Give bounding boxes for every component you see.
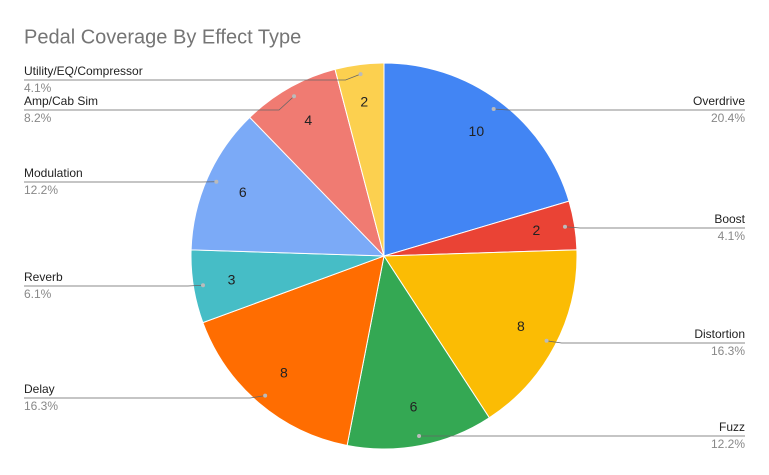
- pie-slice: [249, 68, 385, 258]
- slice-label: 4: [304, 112, 312, 128]
- percent-label: 16.3%: [711, 344, 745, 358]
- pie-slice: [334, 62, 385, 257]
- percent-label: 20.4%: [711, 111, 745, 125]
- leader-line: [24, 284, 204, 287]
- slice-label: 3: [228, 271, 236, 287]
- legend-label: Boost: [714, 212, 745, 226]
- leader-line: [24, 73, 361, 81]
- leader-dot: [491, 107, 496, 112]
- percent-label: 4.1%: [718, 229, 746, 243]
- pie-slice: [346, 254, 490, 450]
- leader-line: [564, 226, 745, 229]
- leader-line: [24, 395, 266, 399]
- legend-label: Modulation: [24, 166, 83, 180]
- percent-label: 8.2%: [24, 111, 52, 125]
- leader-line: [493, 108, 745, 111]
- leader-dot: [292, 94, 297, 99]
- pie-slice: [190, 116, 386, 257]
- percent-label: 12.2%: [711, 437, 745, 451]
- slice-label: 6: [239, 184, 247, 200]
- legend-label: Amp/Cab Sim: [24, 94, 98, 108]
- leader-dot: [263, 393, 268, 398]
- percent-label: 16.3%: [24, 399, 58, 413]
- legend-label: Fuzz: [719, 420, 745, 434]
- leader-dot: [201, 283, 206, 288]
- leader-dot: [358, 72, 363, 77]
- chart-title: Pedal Coverage By Effect Type: [24, 26, 301, 48]
- pie-slice: [383, 62, 570, 257]
- slice-label: 8: [280, 364, 288, 380]
- percent-label: 6.1%: [24, 287, 52, 301]
- percent-label: 4.1%: [24, 81, 52, 95]
- leader-dot: [417, 433, 422, 438]
- slice-label: 8: [517, 318, 525, 334]
- legend-label: Utility/EQ/Compressor: [24, 64, 143, 78]
- slice-label: 2: [360, 94, 368, 110]
- slice-label: 2: [533, 222, 541, 238]
- pie-slice: [202, 255, 385, 447]
- slice-label: 10: [469, 123, 485, 139]
- pie-slice: [383, 249, 578, 419]
- leader-line: [546, 340, 745, 344]
- legend-label: Delay: [24, 382, 55, 396]
- leader-line: [24, 95, 295, 111]
- percent-label: 12.2%: [24, 183, 58, 197]
- leader-dot: [214, 179, 219, 184]
- slice-label: 6: [410, 398, 418, 414]
- legend-label: Overdrive: [693, 94, 745, 108]
- leader-dot: [562, 224, 567, 229]
- legend-label: Distortion: [694, 327, 745, 341]
- legend-label: Reverb: [24, 270, 63, 284]
- leader-dot: [544, 338, 549, 343]
